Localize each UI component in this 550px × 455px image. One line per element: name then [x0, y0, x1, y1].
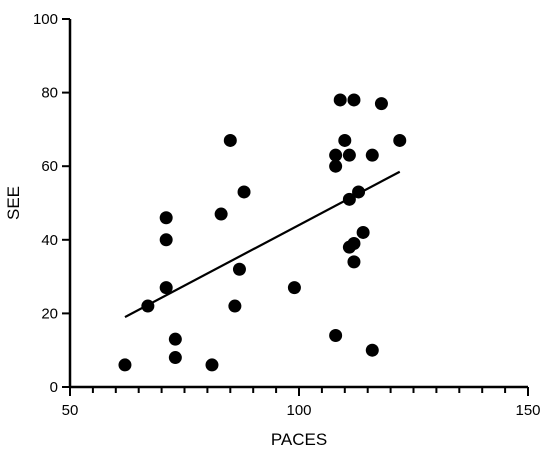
data-points [118, 93, 407, 372]
data-point [352, 185, 366, 199]
y-axis-ticks: 0 20 40 60 80 100 [33, 11, 70, 396]
y-tick-label: 0 [50, 379, 58, 396]
data-point [232, 262, 246, 276]
data-point [329, 159, 343, 173]
data-point [214, 207, 228, 221]
y-tick-label: 100 [33, 11, 58, 28]
data-point [168, 332, 182, 346]
data-point [168, 351, 182, 365]
y-axis-label: SEE [4, 186, 23, 220]
data-point [347, 236, 361, 250]
x-tick-label: 50 [62, 402, 79, 419]
x-tick-label: 100 [286, 402, 311, 419]
y-tick-label: 60 [41, 158, 58, 175]
data-point [333, 93, 347, 107]
data-point [159, 281, 173, 295]
data-point [338, 133, 352, 147]
data-point [118, 358, 132, 372]
data-point [237, 185, 251, 199]
data-point [342, 148, 356, 162]
data-point [329, 328, 343, 342]
data-point [393, 133, 407, 147]
x-axis-ticks: 50 100 150 [62, 387, 541, 419]
data-point [205, 358, 219, 372]
data-point [342, 192, 356, 206]
data-point [365, 343, 379, 357]
data-point [347, 255, 361, 269]
data-point [159, 211, 173, 225]
data-point [228, 299, 242, 313]
y-tick-label: 40 [41, 232, 58, 249]
x-axis-label: PACES [271, 430, 327, 449]
data-point [347, 93, 361, 107]
data-point [141, 299, 155, 313]
data-point [223, 133, 237, 147]
data-point [374, 97, 388, 111]
data-point [329, 148, 343, 162]
x-tick-label: 150 [515, 402, 540, 419]
data-point [287, 281, 301, 295]
data-point [356, 225, 370, 239]
data-point [159, 233, 173, 247]
y-tick-label: 20 [41, 305, 58, 322]
data-point [365, 148, 379, 162]
y-tick-label: 80 [41, 85, 58, 102]
